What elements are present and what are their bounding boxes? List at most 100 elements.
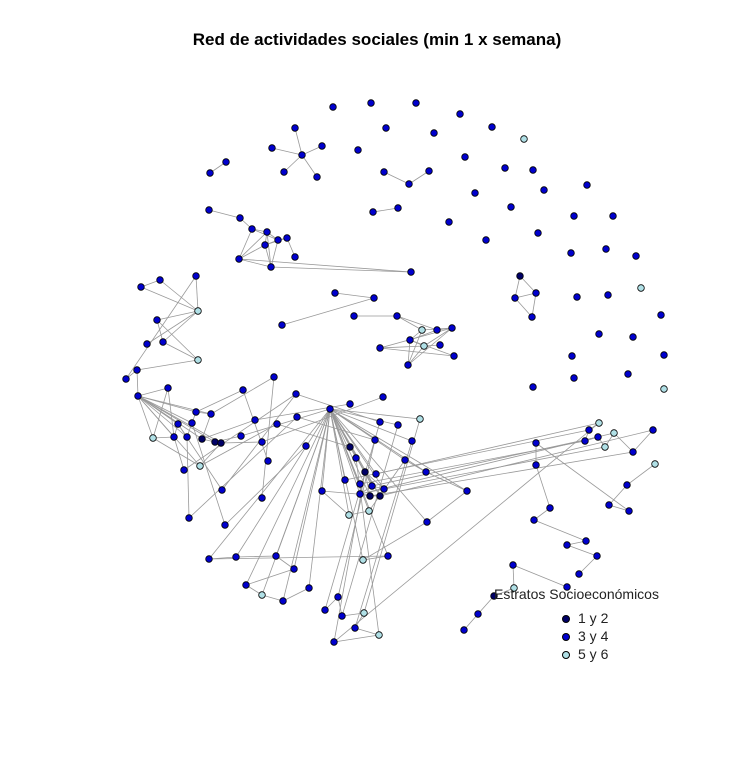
node-140: [463, 487, 471, 495]
node-66: [370, 294, 378, 302]
node-23: [405, 180, 413, 188]
node-50: [511, 294, 519, 302]
legend-swatch-3: [562, 651, 570, 660]
node-106: [270, 373, 278, 381]
node-178: [575, 570, 583, 578]
node-2: [412, 99, 420, 107]
node-142: [359, 556, 367, 564]
edge-78: [137, 395, 201, 467]
edge-62: [162, 341, 199, 361]
edge-102: [183, 393, 297, 471]
node-54: [236, 214, 244, 222]
edge-100: [220, 441, 263, 444]
node-88: [134, 392, 142, 400]
edge-155: [321, 490, 350, 516]
edge-181: [371, 436, 599, 487]
node-69: [418, 326, 426, 334]
node-5: [520, 135, 528, 143]
node-104: [221, 521, 229, 529]
node-9: [318, 142, 326, 150]
node-129: [356, 480, 364, 488]
node-86: [133, 366, 141, 374]
node-79: [156, 276, 164, 284]
edge-212: [512, 564, 515, 589]
node-61: [267, 263, 275, 271]
edge-179: [344, 429, 590, 481]
node-143: [384, 552, 392, 560]
edge-59: [162, 310, 199, 343]
node-165: [629, 448, 637, 456]
node-68: [393, 312, 401, 320]
edge-77: [137, 395, 222, 444]
edge-33: [281, 297, 375, 326]
edge-31: [270, 266, 412, 273]
nodes-layer: [122, 99, 668, 646]
edge-141: [261, 408, 331, 596]
node-144: [205, 555, 213, 563]
edge-97: [210, 376, 275, 415]
edge-44: [379, 345, 425, 349]
node-95: [192, 408, 200, 416]
edge-114: [329, 408, 399, 426]
node-76: [450, 352, 458, 360]
node-56: [263, 228, 271, 236]
node-19: [529, 166, 537, 174]
node-73: [406, 336, 414, 344]
edge-133: [329, 408, 428, 523]
node-37: [637, 284, 645, 292]
edge-52: [407, 329, 423, 366]
node-137: [365, 507, 373, 515]
node-117: [326, 405, 334, 413]
node-10: [280, 168, 288, 176]
edge-145: [364, 471, 385, 490]
node-14: [354, 146, 362, 154]
node-151: [305, 584, 313, 592]
node-80: [192, 272, 200, 280]
node-118: [379, 393, 387, 401]
edge-13: [531, 292, 537, 318]
edge-79: [152, 387, 169, 439]
edge-136: [208, 408, 331, 560]
node-38: [604, 291, 612, 299]
edge-87: [201, 413, 212, 440]
node-181: [510, 584, 518, 592]
edge-184: [369, 451, 634, 497]
node-82: [153, 316, 161, 324]
edge-60: [156, 319, 164, 343]
legend-item-1: 1 y 2: [562, 609, 608, 627]
edge-159: [425, 471, 468, 492]
node-156: [351, 624, 359, 632]
node-90: [149, 434, 157, 442]
node-170: [625, 507, 633, 515]
edge-109: [240, 408, 331, 437]
edge-200: [626, 463, 656, 486]
node-18: [501, 164, 509, 172]
node-183: [474, 610, 482, 618]
node-48: [529, 383, 537, 391]
node-63: [278, 321, 286, 329]
edge-80: [167, 387, 175, 438]
node-51: [532, 289, 540, 297]
node-93: [183, 433, 191, 441]
legend-swatch-2: [562, 633, 570, 642]
edge-61: [156, 319, 199, 361]
edge-139: [293, 408, 331, 570]
node-157: [375, 631, 383, 639]
node-112: [293, 413, 301, 421]
edge-25: [270, 239, 279, 268]
edge-113: [296, 416, 376, 441]
node-45: [570, 374, 578, 382]
node-30: [570, 212, 578, 220]
node-6: [291, 124, 299, 132]
edge-27: [238, 258, 272, 268]
edge-128: [329, 408, 350, 516]
node-138: [401, 456, 409, 464]
edge-56: [195, 275, 199, 312]
node-39: [573, 293, 581, 301]
node-149: [258, 591, 266, 599]
node-114: [264, 457, 272, 465]
node-98: [211, 438, 219, 446]
node-12: [222, 158, 230, 166]
edge-30: [238, 228, 253, 260]
edge-9: [514, 275, 521, 299]
